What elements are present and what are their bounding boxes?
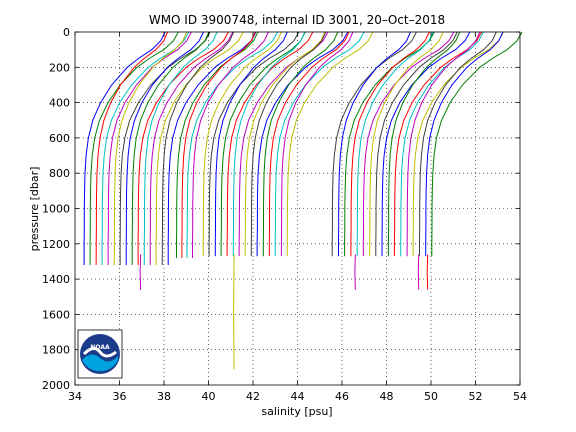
salinity-profile xyxy=(369,31,444,257)
salinity-profile xyxy=(125,31,204,265)
salinity-profile xyxy=(186,31,279,258)
salinity-profile xyxy=(202,31,282,257)
salinity-profile xyxy=(143,31,218,266)
salinity-profile xyxy=(286,31,374,257)
salinity-profile xyxy=(161,31,235,266)
salinity-profile xyxy=(256,31,349,257)
salinity-profile xyxy=(181,31,256,258)
x-tick-label: 34 xyxy=(68,390,82,403)
salinity-profile xyxy=(400,31,484,257)
salinity-profile xyxy=(208,31,300,257)
salinity-profile xyxy=(350,31,430,257)
salinity-profile xyxy=(95,31,169,266)
salinity-profile xyxy=(331,31,417,257)
salinity-profile xyxy=(192,31,269,258)
y-tick-label: 1600 xyxy=(42,308,70,321)
y-tick-label: 1000 xyxy=(42,203,70,216)
salinity-profile xyxy=(149,31,234,265)
y-tick-label: 0 xyxy=(63,26,70,39)
y-tick-label: 1800 xyxy=(42,344,70,357)
noaa-logo-wave xyxy=(82,354,118,372)
salinity-profile xyxy=(375,31,458,257)
axes: 34 36 38 40 42 44 46 48 50 52 54 0 200 400 600 800 1000 1… xyxy=(42,26,527,403)
grid-lines xyxy=(75,32,520,385)
x-tick-label: 46 xyxy=(335,390,349,403)
salinity-profile xyxy=(268,31,350,257)
x-tick-label: 44 xyxy=(291,390,305,403)
salinity-profile xyxy=(393,31,482,257)
x-tick-label: 52 xyxy=(469,390,483,403)
salinity-profile xyxy=(406,31,481,257)
salinity-profile xyxy=(119,31,211,266)
salinity-profile xyxy=(381,31,471,257)
salinity-profile xyxy=(226,31,314,257)
salinity-profile xyxy=(137,31,229,266)
salinity-profile xyxy=(107,31,192,266)
salinity-profile xyxy=(250,31,327,257)
x-tick-label: 42 xyxy=(246,390,260,403)
y-tick-label: 400 xyxy=(49,97,70,110)
salinity-profile xyxy=(418,31,497,257)
salinity-profile xyxy=(131,31,210,265)
salinity-profile xyxy=(155,31,244,266)
y-tick-label: 200 xyxy=(49,61,70,74)
salinity-profile xyxy=(244,31,326,257)
y-tick-label: 1200 xyxy=(42,238,70,251)
salinity-profile xyxy=(167,31,257,265)
plot-area xyxy=(83,31,523,370)
salinity-profile xyxy=(387,31,461,257)
salinity-profile xyxy=(101,31,190,265)
chart-title: WMO ID 3900748, internal ID 3001, 20–Oct… xyxy=(149,13,445,27)
y-tick-label: 1400 xyxy=(42,273,70,286)
salinity-profile xyxy=(425,31,504,257)
x-tick-label: 48 xyxy=(380,390,394,403)
salinity-profile xyxy=(412,31,504,257)
x-axis-label: salinity [psu] xyxy=(261,405,332,418)
salinity-profile xyxy=(274,31,365,257)
salinity-profile xyxy=(280,31,354,257)
y-axis-label: pressure [dbar] xyxy=(28,167,41,252)
salinity-profile xyxy=(362,31,455,257)
noaa-logo-bird xyxy=(82,347,117,358)
x-tick-label: 54 xyxy=(513,390,527,403)
salinity-profile xyxy=(214,31,288,257)
y-tick-label: 600 xyxy=(49,132,70,145)
deep-profile-tail xyxy=(233,254,235,370)
deep-profile-tail xyxy=(417,254,420,290)
salinity-profile xyxy=(232,31,306,257)
axes-box xyxy=(74,31,521,386)
salinity-profile xyxy=(337,31,411,257)
noaa-logo: NOAA xyxy=(77,329,123,379)
salinity-profile xyxy=(83,31,166,265)
noaa-logo-text: NOAA xyxy=(90,344,110,351)
salinity-profile xyxy=(220,31,306,257)
deep-profile-tail xyxy=(354,254,356,290)
y-tick-label: 2000 xyxy=(42,379,70,392)
x-tick-label: 36 xyxy=(113,390,127,403)
deep-profile-tail xyxy=(139,254,142,290)
x-tick-label: 38 xyxy=(157,390,171,403)
deep-profile-tail xyxy=(426,254,429,290)
salinity-profile xyxy=(344,31,435,257)
salinity-profile xyxy=(431,31,523,257)
x-tick-label: 40 xyxy=(202,390,216,403)
salinity-profile xyxy=(89,31,179,265)
salinity-profile xyxy=(356,31,434,257)
x-tick-label: 50 xyxy=(424,390,438,403)
salinity-profile xyxy=(113,31,188,266)
salinity-profile xyxy=(262,31,339,257)
y-tick-label: 800 xyxy=(49,167,70,180)
